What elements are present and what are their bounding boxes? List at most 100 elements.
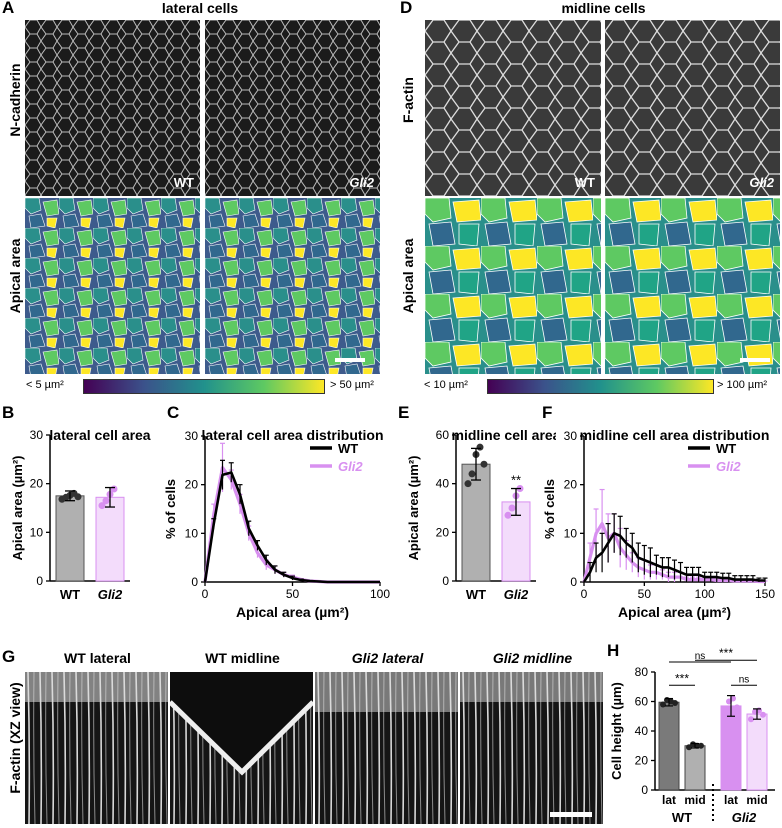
micrograph-lateral-gli2: Gli2 [205, 20, 380, 196]
y-tick-label: 20 [436, 525, 450, 539]
x-tick-label: 50 [286, 587, 300, 601]
legend-label: Gli2 [716, 459, 741, 474]
xz-section-gli2-lateral [315, 672, 458, 824]
apical-map-lateral-gli2 [205, 198, 380, 374]
panel-letter-f: F [542, 403, 552, 422]
apical-area-texture [25, 198, 200, 374]
xz-section-wt-lateral [25, 672, 168, 824]
data-point [672, 699, 678, 706]
panel-g-label-1: WT lateral [64, 650, 131, 666]
significance-label: ** [511, 473, 521, 488]
x-category-label: Gli2 [504, 587, 529, 602]
panel-g-ylabel: F-actin (XZ view) [7, 682, 23, 794]
x-axis-label: Apical area (µm²) [618, 604, 731, 620]
chart-title: lateral cell area [49, 427, 150, 443]
x-tick-label: 50 [638, 587, 652, 601]
series-line-wt [203, 471, 380, 584]
wt-tag: WT [574, 175, 595, 190]
data-point [722, 711, 728, 718]
apical-map-midline-gli2 [605, 198, 780, 374]
y-tick-label: 20 [185, 478, 199, 492]
data-point [734, 704, 740, 711]
apical-area-texture [425, 198, 601, 374]
x-category-label: Gli2 [98, 587, 123, 602]
y-tick-label: 30 [30, 428, 44, 442]
cell-outline-texture [425, 20, 601, 196]
gli2-tag: Gli2 [749, 175, 774, 190]
y-axis-label: % of cells [542, 479, 557, 539]
colorbar-a [83, 379, 325, 394]
y-tick-label: 10 [30, 525, 44, 539]
panel-a-row2-label: Apical area [7, 238, 23, 314]
x-axis-label: Apical area (µm²) [236, 604, 349, 620]
data-point [480, 460, 488, 468]
colorbar-a-high: > 50 µm² [330, 379, 374, 391]
gli2-tag: Gli2 [349, 175, 374, 190]
cell-outline-texture [605, 20, 780, 196]
bar [95, 496, 125, 582]
y-tick-label: 20 [564, 478, 578, 492]
data-point [504, 511, 512, 519]
data-point [110, 485, 118, 493]
panel-a-title: lateral cells [161, 0, 239, 16]
panel-letter-c: C [167, 403, 179, 422]
panel-a-row1-label: N-cadherin [7, 63, 23, 137]
micrograph-lateral-wt: WT [25, 20, 200, 196]
y-tick-label: 20 [30, 477, 44, 491]
chart-title: midline cell area [452, 427, 556, 443]
x-category-label: lat [724, 793, 738, 807]
series-line-wt [582, 532, 765, 583]
group-label: Gli2 [732, 810, 757, 825]
wt-tag: WT [173, 175, 194, 190]
legend-label: Gli2 [338, 459, 363, 474]
data-point [660, 701, 666, 708]
x-tick-label: 150 [755, 587, 775, 601]
y-tick-label: 10 [564, 526, 578, 540]
xz-texture [25, 672, 168, 824]
bar [55, 495, 85, 582]
x-tick-label: 0 [581, 587, 588, 601]
panel-letter-d: D [400, 0, 413, 17]
apical-map-midline-wt [425, 198, 601, 374]
x-category-label: lat [662, 793, 676, 807]
y-axis-label: Apical area (µm²) [406, 455, 421, 560]
micrograph-midline-wt: WT [425, 20, 601, 196]
colorbar-d-high: > 100 µm² [717, 379, 768, 391]
panel-letter-g: G [2, 647, 16, 666]
panel-letter-e: E [398, 403, 409, 422]
y-tick-label: 80 [635, 665, 649, 679]
x-tick-label: 0 [202, 587, 209, 601]
y-tick-label: 20 [635, 754, 649, 768]
data-point [508, 504, 516, 512]
y-tick-label: 40 [635, 724, 649, 738]
group-label: WT [672, 810, 692, 825]
x-category-label: WT [466, 587, 486, 602]
colorbar-d [487, 379, 714, 394]
data-point [102, 497, 110, 505]
colorbar-d-low: < 10 µm² [424, 379, 468, 391]
apical-area-texture [205, 198, 380, 374]
data-point [748, 716, 754, 723]
significance-label: *** [719, 646, 733, 660]
y-tick-label: 0 [36, 574, 43, 588]
x-category-label: mid [684, 793, 705, 807]
bar [684, 745, 706, 791]
chart-title: lateral cell area distribution [201, 427, 383, 443]
xz-texture [460, 672, 603, 824]
y-tick-label: 60 [635, 695, 649, 709]
panel-d-title: midline cells [561, 0, 646, 16]
legend-label: WT [716, 441, 736, 456]
panel-letter-b: B [2, 403, 14, 422]
xz-section-gli2-midline [460, 672, 603, 824]
x-category-label: WT [60, 587, 80, 602]
x-tick-label: 100 [695, 587, 715, 601]
y-tick-label: 10 [185, 526, 199, 540]
data-point [98, 502, 106, 510]
apical-map-lateral-wt [25, 198, 200, 374]
colorbar-a-low: < 5 µm² [26, 379, 64, 391]
y-tick-label: 0 [442, 574, 449, 588]
